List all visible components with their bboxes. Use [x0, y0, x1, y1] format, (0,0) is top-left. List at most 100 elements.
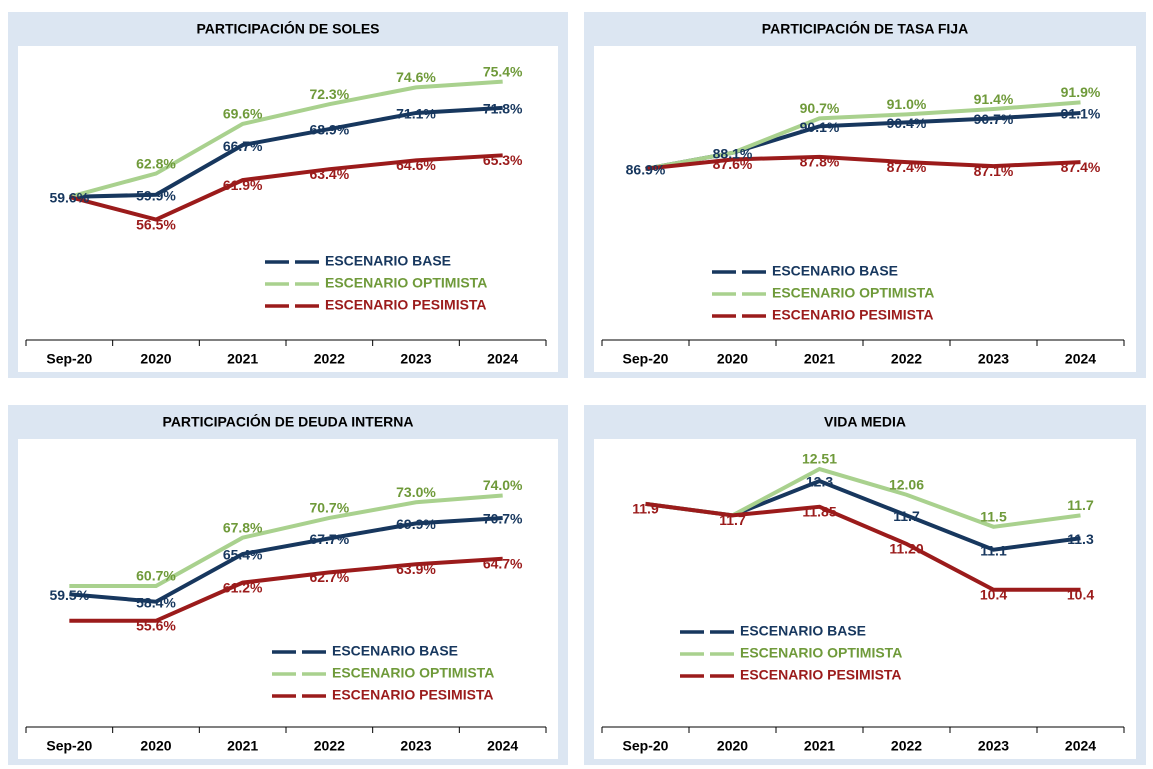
data-label: 61.9% [223, 177, 263, 193]
data-label: 11.7 [719, 512, 746, 528]
data-label: 55.6% [136, 617, 176, 633]
data-label: 11.1 [980, 542, 1007, 558]
legend-label: ESCENARIO PESIMISTA [332, 687, 494, 703]
chart-title: PARTICIPACIÓN DE TASA FIJA [762, 20, 968, 37]
series-line [68, 153, 503, 222]
data-label: 12.3 [806, 474, 833, 490]
data-label: 60.7% [136, 568, 176, 584]
data-label: 65.3% [483, 152, 523, 168]
data-label: 70.7% [483, 511, 523, 527]
x-tick-label: 2023 [400, 738, 431, 754]
data-label: 64.7% [483, 556, 523, 572]
x-tick-label: 2024 [487, 351, 518, 367]
data-label: 87.1% [974, 163, 1014, 179]
data-label: 91.1% [1061, 106, 1101, 122]
data-label: 91.0% [887, 96, 927, 112]
data-label: 74.6% [396, 69, 436, 85]
x-tick-label: 2021 [227, 351, 258, 367]
data-label: 69.6% [223, 106, 263, 122]
chart-title: PARTICIPACIÓN DE SOLES [196, 20, 379, 37]
data-label: 11.5 [980, 509, 1007, 525]
series-line [69, 105, 503, 199]
legend-label: ESCENARIO OPTIMISTA [740, 645, 902, 661]
data-label: 87.4% [1061, 159, 1101, 175]
data-label: 71.1% [396, 106, 436, 122]
x-tick-label: 2021 [804, 738, 835, 754]
series-line [69, 515, 503, 604]
x-tick-label: 2022 [891, 351, 922, 367]
data-label: 87.6% [713, 156, 753, 172]
x-tick-label: 2022 [891, 738, 922, 754]
data-label: 12.51 [802, 451, 837, 467]
data-label: 90.7% [974, 111, 1014, 127]
data-label: 11.85 [802, 503, 836, 519]
series-line [645, 100, 1081, 171]
data-label: 62.8% [136, 155, 176, 171]
data-label: 91.4% [974, 91, 1014, 107]
data-label: 12.06 [889, 476, 924, 492]
data-label: 59.9% [136, 187, 176, 203]
data-label: 87.8% [800, 154, 840, 170]
x-tick-label: 2020 [717, 738, 748, 754]
data-label: 11.7 [893, 508, 920, 524]
data-label: 59.5% [49, 587, 89, 603]
legend-label: ESCENARIO OPTIMISTA [325, 275, 487, 291]
x-tick-label: Sep-20 [623, 351, 669, 367]
x-tick-label: 2020 [140, 351, 171, 367]
plot-area [18, 439, 558, 759]
data-label: 73.0% [396, 484, 436, 500]
series-line [69, 493, 503, 589]
x-tick-label: Sep-20 [46, 738, 92, 754]
data-label: 87.4% [887, 159, 927, 175]
data-label: 68.9% [309, 122, 349, 138]
x-tick-label: 2022 [314, 351, 345, 367]
data-label: 56.5% [136, 216, 176, 232]
data-label: 65.4% [223, 547, 263, 563]
x-tick-label: 2023 [400, 351, 431, 367]
series-line [69, 556, 503, 623]
data-label: 86.9% [626, 161, 666, 177]
legend-label: ESCENARIO PESIMISTA [325, 297, 487, 313]
data-label: 58.4% [136, 594, 176, 610]
series-line [645, 501, 1081, 592]
legend-label: ESCENARIO OPTIMISTA [772, 285, 934, 301]
data-label: 72.3% [309, 86, 349, 102]
x-tick-label: 2020 [717, 351, 748, 367]
plot-area [594, 46, 1136, 372]
data-label: 62.7% [309, 569, 349, 585]
data-label: 10.4 [980, 586, 1007, 602]
x-tick-label: 2024 [1065, 351, 1096, 367]
series-line [645, 154, 1081, 171]
data-label: 11.3 [1067, 531, 1094, 547]
legend-label: ESCENARIO BASE [325, 253, 451, 269]
data-label: 90.1% [800, 119, 840, 135]
data-label: 67.8% [223, 519, 263, 535]
plot-area [18, 46, 558, 372]
legend-label: ESCENARIO BASE [332, 643, 458, 659]
x-tick-label: 2021 [804, 351, 835, 367]
data-label: 90.4% [887, 115, 927, 131]
legend-label: ESCENARIO OPTIMISTA [332, 665, 494, 681]
x-tick-label: 2024 [487, 738, 518, 754]
data-label: 11.9 [632, 501, 659, 517]
data-label: 66.7% [223, 138, 263, 154]
data-label: 63.9% [396, 561, 436, 577]
data-label: 61.2% [223, 579, 263, 595]
chart-title: PARTICIPACIÓN DE DEUDA INTERNA [163, 413, 414, 430]
x-tick-label: 2023 [978, 351, 1009, 367]
data-label: 67.7% [309, 531, 349, 547]
x-tick-label: Sep-20 [623, 738, 669, 754]
data-label: 11.20 [889, 541, 923, 557]
legend-label: ESCENARIO BASE [740, 623, 866, 639]
data-label: 59.6% [49, 190, 89, 206]
legend-label: ESCENARIO PESIMISTA [740, 667, 902, 683]
data-label: 63.4% [309, 166, 349, 182]
data-label: 71.8% [483, 101, 523, 117]
plot-area [594, 439, 1136, 759]
data-label: 74.0% [483, 477, 523, 493]
x-tick-label: 2020 [140, 738, 171, 754]
legend-label: ESCENARIO PESIMISTA [772, 307, 934, 323]
data-label: 11.7 [1067, 497, 1094, 513]
x-tick-label: 2021 [227, 738, 258, 754]
